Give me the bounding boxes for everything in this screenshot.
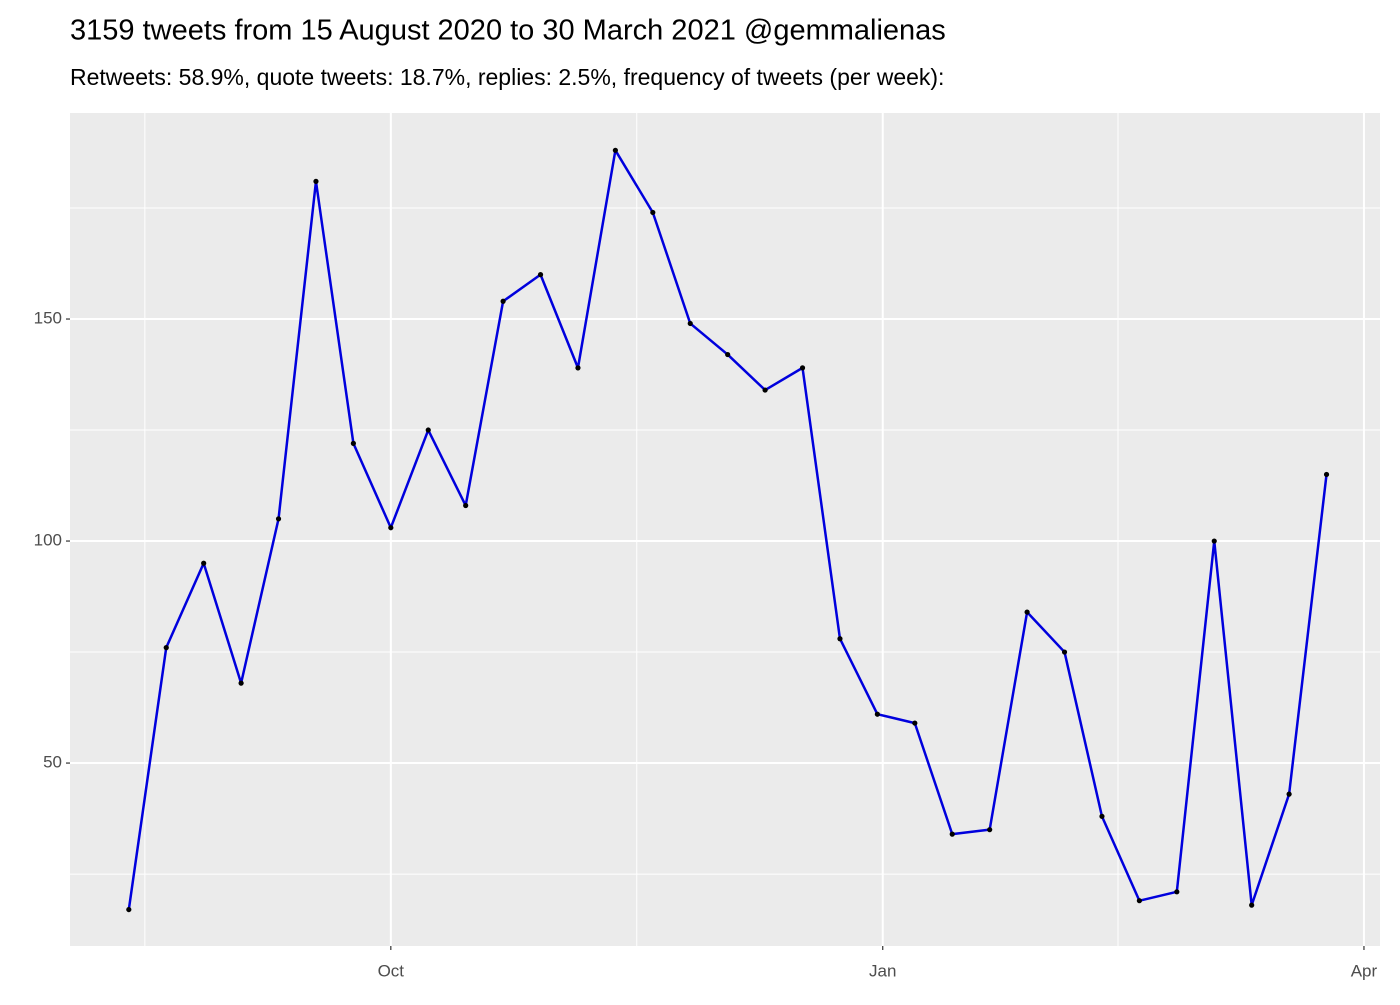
data-point: [687, 320, 693, 327]
data-point: [1249, 902, 1255, 908]
chart-title: 3159 tweets from 15 August 2020 to 30 Ma…: [70, 15, 946, 47]
data-point: [537, 272, 544, 278]
data-point: [500, 298, 506, 304]
data-point: [650, 209, 656, 216]
data-point: [725, 351, 731, 358]
data-point: [575, 365, 581, 371]
data-point: [313, 178, 319, 184]
data-point: [201, 560, 207, 566]
x-tick-label: Oct: [378, 961, 405, 980]
chart-subtitle: Retweets: 58.9%, quote tweets: 18.7%, re…: [70, 64, 944, 90]
data-point: [126, 906, 132, 913]
x-tick-label: Jan: [869, 961, 896, 980]
data-point: [874, 711, 880, 717]
data-point: [912, 720, 918, 726]
data-point: [837, 636, 843, 642]
panel: [70, 113, 1380, 946]
y-tick-label: 50: [43, 753, 62, 772]
y-tick-label: 150: [34, 309, 62, 328]
data-point: [987, 827, 993, 833]
data-point: [1024, 609, 1030, 615]
x-tick-label: Apr: [1351, 961, 1378, 980]
data-point: [1136, 898, 1142, 904]
data-point: [238, 680, 244, 686]
data-point: [799, 365, 806, 371]
data-point: [1323, 471, 1330, 478]
data-point: [463, 502, 469, 509]
data-point: [762, 387, 768, 393]
y-tick-label: 100: [34, 531, 62, 550]
data-point: [350, 440, 356, 446]
data-point: [1211, 538, 1217, 544]
data-point: [1061, 649, 1068, 655]
data-point: [275, 516, 282, 522]
data-point: [949, 831, 955, 837]
data-point: [425, 427, 431, 433]
data-point: [388, 525, 394, 531]
data-point: [1099, 813, 1105, 819]
data-point: [163, 645, 169, 651]
data-point: [1286, 791, 1292, 797]
data-point: [612, 147, 618, 153]
data-point: [1174, 889, 1180, 895]
